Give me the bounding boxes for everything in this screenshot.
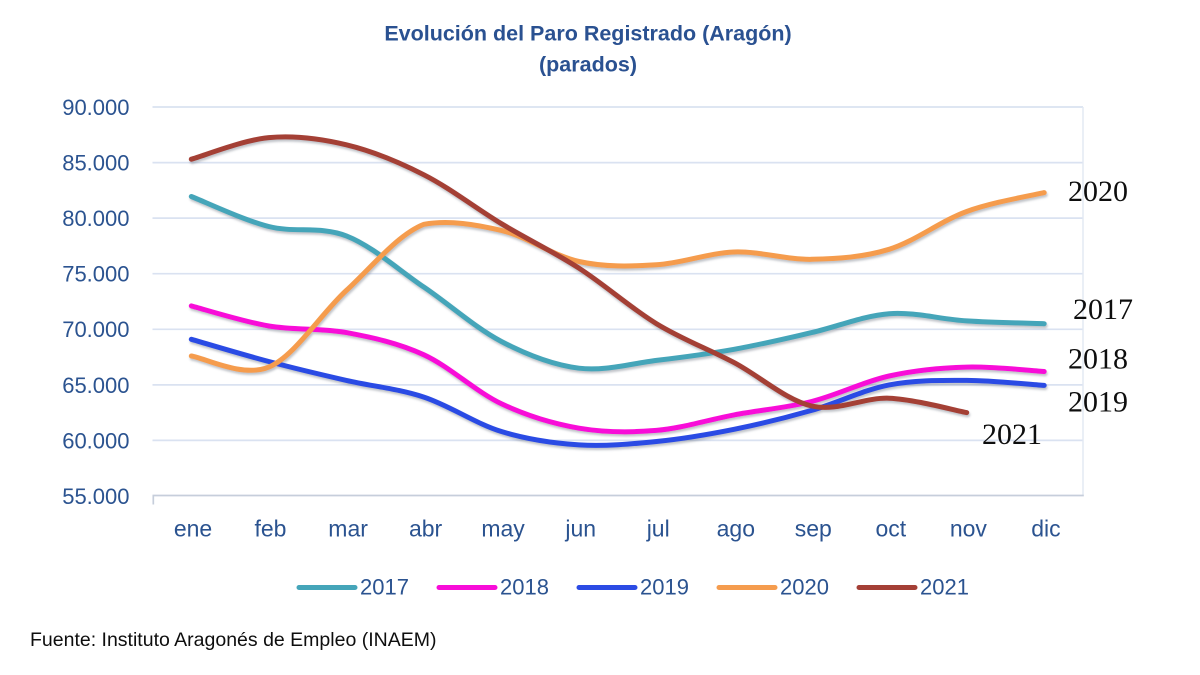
svg-text:65.000: 65.000 [62,373,129,398]
svg-text:2017: 2017 [1073,293,1133,326]
svg-text:2018: 2018 [500,575,549,600]
svg-text:70.000: 70.000 [62,317,129,342]
svg-text:Evolución del Paro Registrado: Evolución del Paro Registrado (Aragón) [384,22,791,46]
svg-text:mar: mar [328,516,368,542]
svg-text:ago: ago [717,516,755,542]
svg-text:90.000: 90.000 [62,95,129,120]
svg-text:2019: 2019 [1068,386,1128,419]
svg-text:jul: jul [646,516,670,542]
svg-text:feb: feb [255,516,287,542]
svg-text:2019: 2019 [640,575,689,600]
svg-text:dic: dic [1031,516,1060,542]
svg-text:85.000: 85.000 [62,151,129,176]
svg-text:ene: ene [174,516,212,542]
svg-text:2021: 2021 [982,418,1042,451]
svg-text:nov: nov [950,516,988,542]
svg-text:2021: 2021 [920,575,969,600]
svg-text:55.000: 55.000 [62,484,129,509]
svg-text:2020: 2020 [1068,175,1128,208]
svg-text:(parados): (parados) [539,53,637,77]
svg-text:jun: jun [564,516,596,542]
svg-text:2017: 2017 [360,575,409,600]
svg-text:80.000: 80.000 [62,206,129,231]
svg-text:2020: 2020 [780,575,829,600]
svg-text:75.000: 75.000 [62,262,129,287]
svg-text:2018: 2018 [1068,343,1128,376]
svg-text:sep: sep [795,516,832,542]
svg-text:abr: abr [409,516,443,542]
svg-text:may: may [481,516,525,542]
svg-text:60.000: 60.000 [62,428,129,453]
svg-text:oct: oct [875,516,906,542]
svg-text:Fuente: Instituto Aragonés de: Fuente: Instituto Aragonés de Empleo (IN… [30,629,436,651]
